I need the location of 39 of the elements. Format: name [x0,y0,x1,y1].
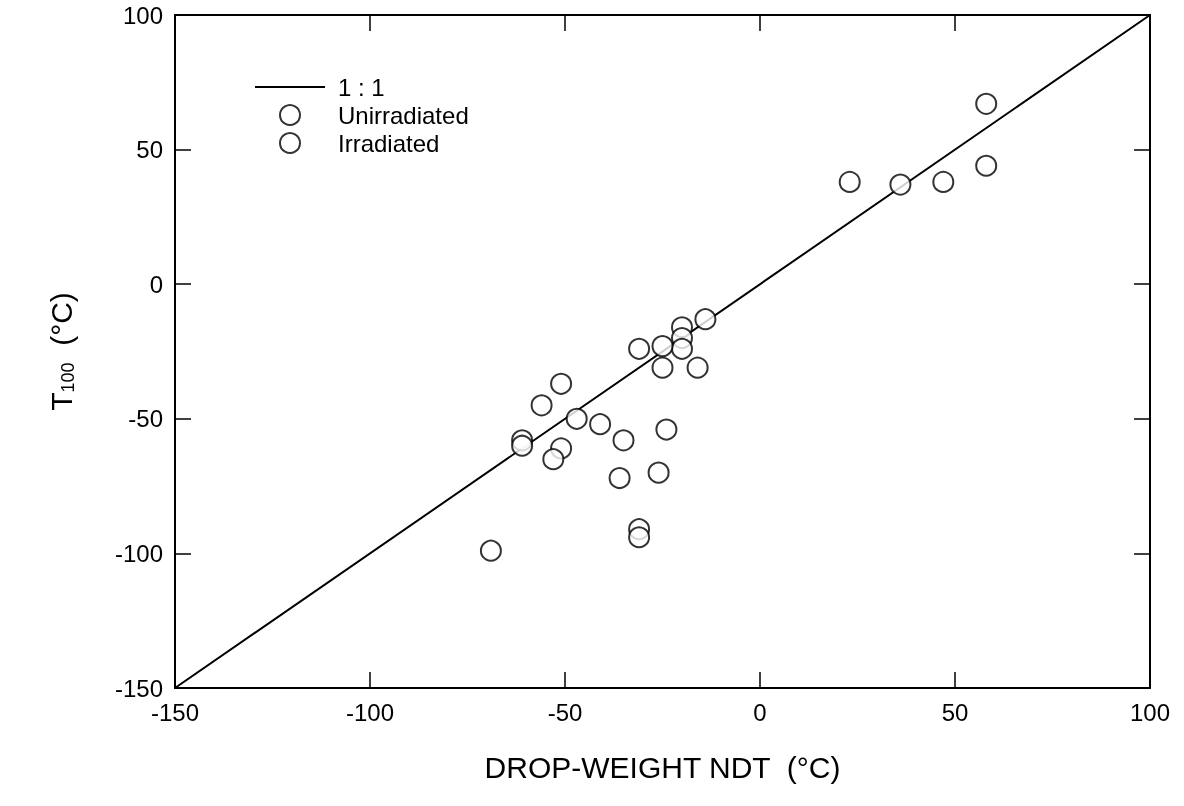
legend-label: Irradiated [338,129,440,157]
point [686,356,709,379]
point [647,461,670,484]
legend-label: 1 : 1 [338,73,385,101]
point [530,394,553,417]
point [671,337,693,360]
point [628,337,651,360]
point [589,413,612,436]
point [612,429,635,452]
point [838,170,861,193]
point [651,335,674,358]
x-tick-label: 100 [1129,698,1171,726]
point [628,526,651,549]
point [479,539,502,562]
point [889,173,912,196]
point [608,467,631,490]
x-tick-label: 50 [941,698,969,726]
point [550,372,573,395]
y-tick-label: 50 [136,136,163,164]
y-tick-label: -150 [114,674,163,702]
x-axis-title: DROP-WEIGHT NDT (°C) [484,750,841,784]
point [975,92,998,115]
point [694,308,717,331]
point [565,407,588,430]
y-tick-label: -50 [128,405,163,433]
legend-label: Unirradiated [338,101,469,129]
y-tick-label: -100 [114,539,163,567]
y-tick-label: 100 [122,1,163,29]
point [511,434,534,457]
point [542,448,565,471]
x-tick-label: -50 [547,698,583,726]
x-tick-label: -100 [345,698,395,726]
y-axis-title: T100 (°C) [44,292,78,411]
point [932,170,955,193]
point [975,154,998,177]
point [655,418,678,441]
point [651,356,674,379]
y-tick-label: 0 [149,270,163,298]
x-tick-label: 0 [753,698,767,726]
